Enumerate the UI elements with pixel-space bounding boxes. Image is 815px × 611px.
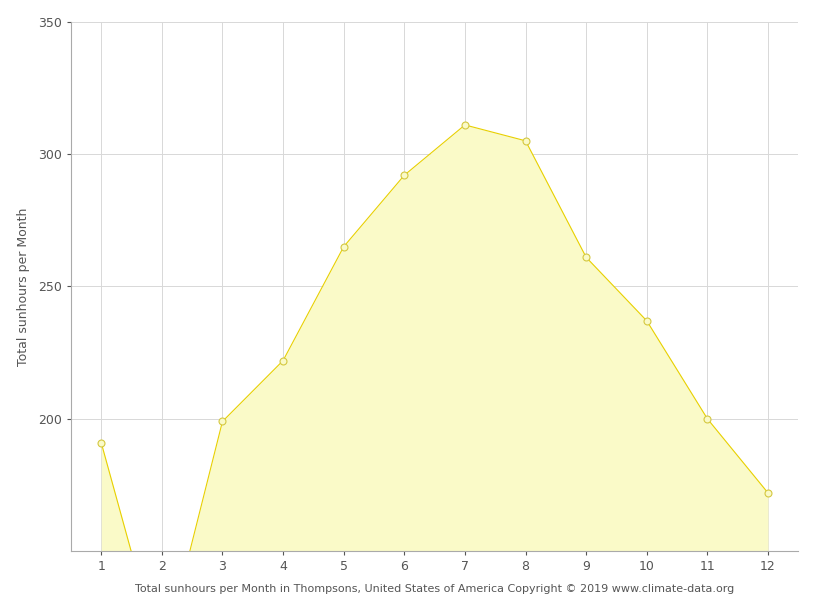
Y-axis label: Total sunhours per Month: Total sunhours per Month xyxy=(16,207,29,365)
X-axis label: Total sunhours per Month in Thompsons, United States of America Copyright © 2019: Total sunhours per Month in Thompsons, U… xyxy=(135,584,734,595)
